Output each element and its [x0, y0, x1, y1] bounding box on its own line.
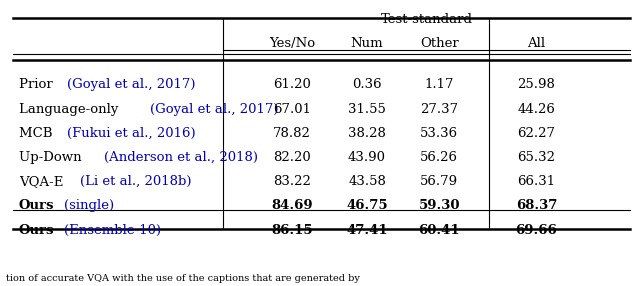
Text: 69.66: 69.66 — [515, 224, 557, 237]
Text: Up-Down: Up-Down — [19, 151, 86, 164]
Text: 83.22: 83.22 — [273, 175, 310, 188]
Text: 43.58: 43.58 — [348, 175, 386, 188]
Text: 46.75: 46.75 — [346, 199, 388, 212]
Text: 27.37: 27.37 — [420, 103, 458, 116]
Text: 38.28: 38.28 — [348, 127, 386, 140]
Text: 56.79: 56.79 — [420, 175, 458, 188]
Text: 78.82: 78.82 — [273, 127, 310, 140]
Text: Test-standard: Test-standard — [381, 13, 472, 26]
Text: 47.41: 47.41 — [346, 224, 388, 237]
Text: 53.36: 53.36 — [420, 127, 458, 140]
Text: Yes/No: Yes/No — [269, 37, 315, 50]
Text: Num: Num — [351, 37, 383, 50]
Text: (Ensemble-10): (Ensemble-10) — [64, 224, 161, 237]
Text: (Fukui et al., 2016): (Fukui et al., 2016) — [67, 127, 195, 140]
Text: 0.36: 0.36 — [352, 78, 382, 91]
Text: Language-only: Language-only — [19, 103, 123, 116]
Text: 68.37: 68.37 — [516, 199, 557, 212]
Text: (Li et al., 2018b): (Li et al., 2018b) — [81, 175, 192, 188]
Text: 61.20: 61.20 — [273, 78, 310, 91]
Text: 60.41: 60.41 — [419, 224, 460, 237]
Text: 1.17: 1.17 — [424, 78, 454, 91]
Text: 84.69: 84.69 — [271, 199, 312, 212]
Text: 65.32: 65.32 — [517, 151, 556, 164]
Text: Other: Other — [420, 37, 458, 50]
Text: All: All — [527, 37, 545, 50]
Text: Ours: Ours — [19, 199, 54, 212]
Text: Prior: Prior — [19, 78, 57, 91]
Text: (Anderson et al., 2018): (Anderson et al., 2018) — [104, 151, 257, 164]
Text: 56.26: 56.26 — [420, 151, 458, 164]
Text: (Goyal et al., 2017): (Goyal et al., 2017) — [150, 103, 278, 116]
Text: 62.27: 62.27 — [517, 127, 556, 140]
Text: 66.31: 66.31 — [517, 175, 556, 188]
Text: (single): (single) — [64, 199, 114, 212]
Text: 67.01: 67.01 — [273, 103, 311, 116]
Text: 43.90: 43.90 — [348, 151, 386, 164]
Text: 44.26: 44.26 — [518, 103, 556, 116]
Text: 86.15: 86.15 — [271, 224, 312, 237]
Text: tion of accurate VQA with the use of the captions that are generated by: tion of accurate VQA with the use of the… — [6, 273, 360, 283]
Text: (Goyal et al., 2017): (Goyal et al., 2017) — [67, 78, 195, 91]
Text: 59.30: 59.30 — [419, 199, 460, 212]
Text: 25.98: 25.98 — [518, 78, 556, 91]
Text: 82.20: 82.20 — [273, 151, 310, 164]
Text: MCB: MCB — [19, 127, 57, 140]
Text: Ours: Ours — [19, 224, 54, 237]
Text: VQA-E: VQA-E — [19, 175, 68, 188]
Text: 31.55: 31.55 — [348, 103, 386, 116]
